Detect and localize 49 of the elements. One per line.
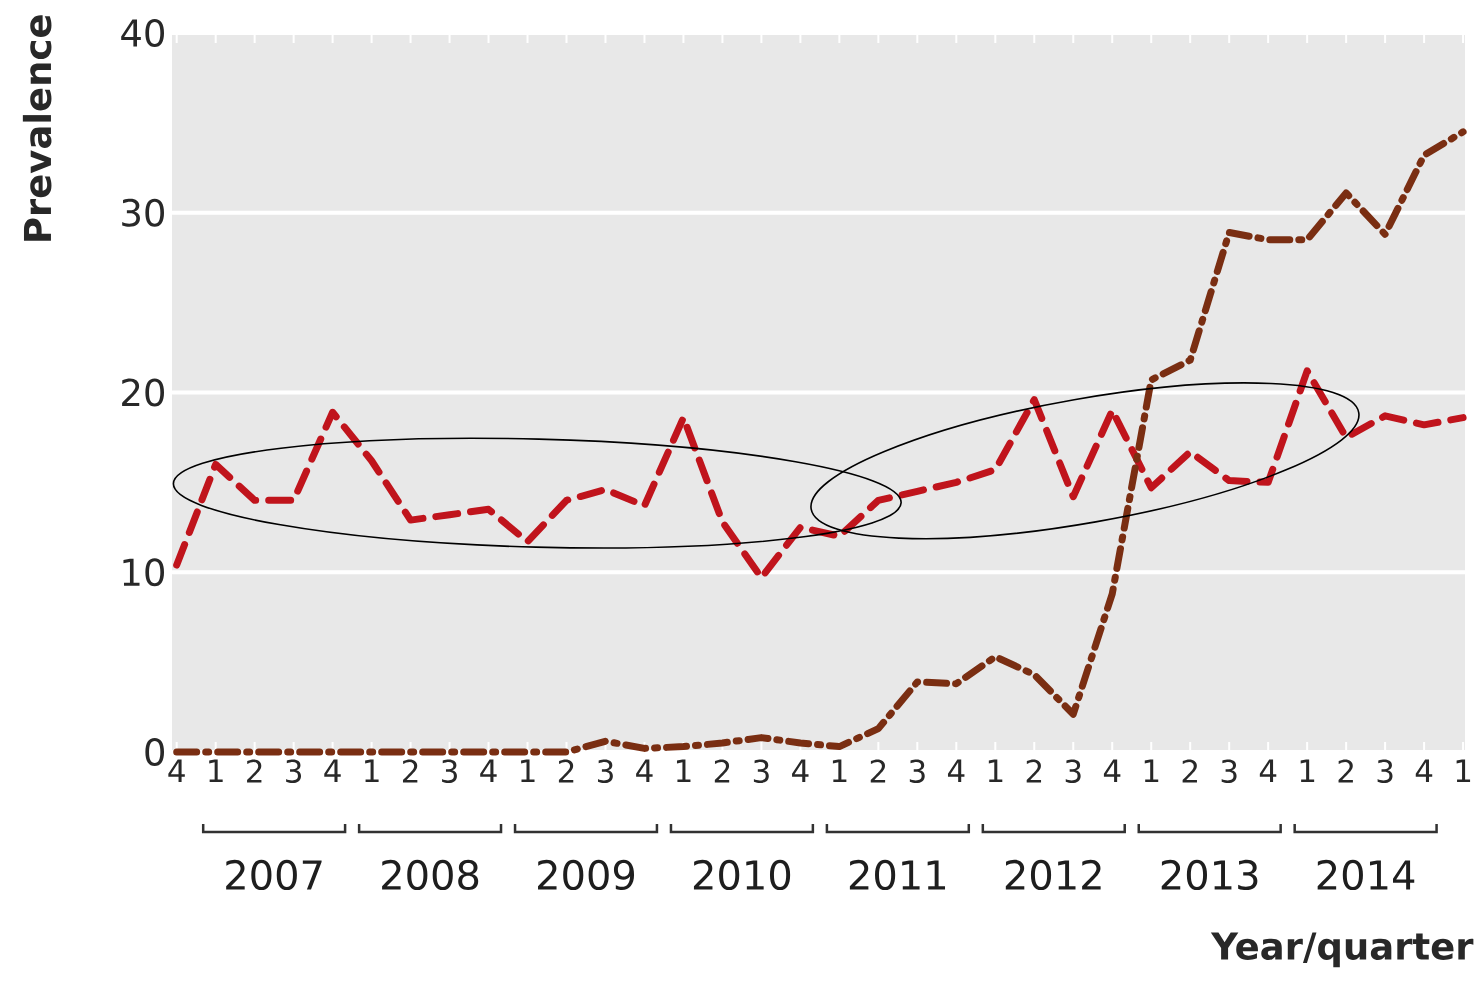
text: 2008 [382, 859, 479, 891]
text: 2014 [1317, 859, 1415, 891]
x-tick-label: 2 [1338, 759, 1353, 783]
x-tick-label: 2 [402, 759, 418, 783]
x-tick-label: 4 [168, 759, 185, 783]
x-tick-label: 4 [636, 759, 653, 783]
x-tick-label: 4 [1415, 759, 1433, 783]
y-tick-label: 10 [123, 558, 164, 587]
x-tick-label: 1 [365, 759, 379, 783]
x-tick-label: 4 [480, 759, 497, 783]
x-tick-label: 2 [1182, 759, 1197, 783]
x-tick-label: 2 [714, 759, 730, 783]
x-tick-label: 1 [1456, 759, 1471, 783]
text: 2011 [849, 859, 946, 891]
x-tick-label: 1 [832, 759, 847, 783]
y-tick-label: 20 [122, 378, 164, 407]
x-tick-label: 2 [558, 759, 574, 783]
x-tick-label: 2 [1026, 759, 1042, 783]
x-tick-label: 1 [988, 759, 1003, 783]
y-axis-title: Prevalence [22, 15, 52, 241]
x-tick-label: 3 [909, 759, 925, 783]
x-tick-label: 1 [521, 759, 535, 783]
x-tick-label: 4 [324, 759, 341, 783]
x-tick-label: 1 [676, 759, 691, 783]
x-tick-label: 1 [1144, 759, 1159, 783]
x-tick-label: 2 [247, 759, 262, 783]
x-tick-label: 3 [442, 759, 457, 783]
x-axis-title: Year/quarter [1210, 932, 1474, 968]
text: 2007 [226, 859, 322, 891]
x-tick-label: 3 [1377, 759, 1393, 783]
x-tick-label: 3 [1065, 759, 1081, 783]
x-tick-label: 4 [947, 759, 965, 783]
x-tick-label: 3 [1221, 759, 1237, 783]
y-tick-label: 40 [121, 19, 164, 47]
text: 2012 [1005, 859, 1101, 891]
x-tick-label: 2 [870, 759, 886, 783]
x-tick-label: 4 [792, 759, 809, 783]
y-tick-label: 30 [122, 198, 164, 227]
x-tick-label: 4 [1259, 759, 1277, 783]
y-tick-label: 0 [145, 737, 165, 766]
x-tick-label: 1 [209, 759, 223, 783]
x-tick-label: 3 [597, 759, 613, 783]
x-tick-label: 3 [286, 759, 302, 783]
x-tick-label: 3 [753, 759, 769, 783]
text: 2013 [1161, 859, 1258, 891]
text: 2010 [693, 859, 791, 891]
x-tick-label: 1 [1300, 759, 1315, 783]
text: 2009 [538, 859, 635, 891]
x-tick-label: 4 [1103, 759, 1121, 783]
